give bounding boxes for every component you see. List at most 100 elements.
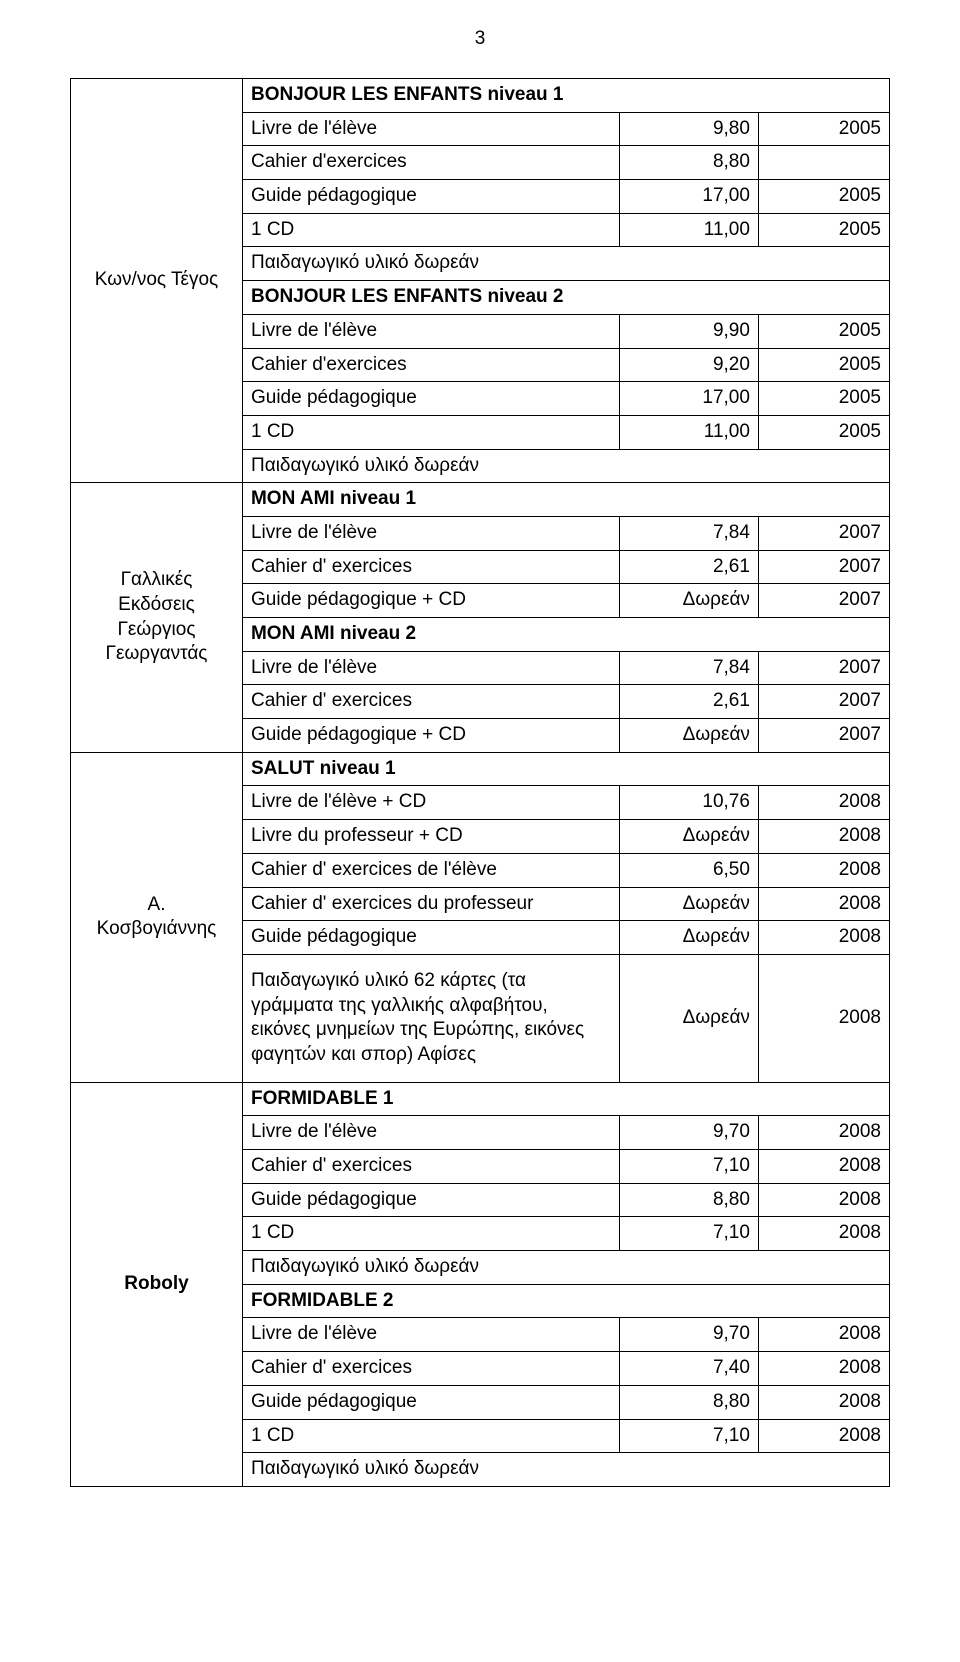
- item-label: Guide pédagogique + CD: [242, 719, 619, 753]
- item-label: Cahier d' exercices de l'élève: [242, 853, 619, 887]
- free-material: Παιδαγωγικό υλικό δωρεάν: [242, 1251, 889, 1285]
- item-price: Δωρεάν: [619, 954, 758, 1082]
- section-header: FORMIDABLE 2: [242, 1284, 889, 1318]
- item-year: 2008: [758, 921, 889, 955]
- section-header: FORMIDABLE 1: [242, 1082, 889, 1116]
- item-year: [758, 146, 889, 180]
- section-header: MON AMI niveau 2: [242, 618, 889, 652]
- section-header: BONJOUR LES ENFANTS niveau 2: [242, 281, 889, 315]
- publisher-cell-tegos: Κων/νος Τέγος: [71, 79, 243, 483]
- item-price: 11,00: [619, 213, 758, 247]
- item-year: 2008: [758, 820, 889, 854]
- item-year: 2005: [758, 180, 889, 214]
- publisher-label: Α.: [79, 893, 234, 918]
- item-year: 2005: [758, 112, 889, 146]
- publisher-label: Γεωργαντάς: [79, 642, 234, 667]
- item-label: Guide pédagogique: [242, 921, 619, 955]
- item-price: 7,40: [619, 1352, 758, 1386]
- table-row: Γαλλικές Εκδόσεις Γεώργιος Γεωργαντάς MO…: [71, 483, 890, 517]
- price-table: Κων/νος Τέγος BONJOUR LES ENFANTS niveau…: [70, 78, 890, 1487]
- free-material: Παιδαγωγικό υλικό δωρεάν: [242, 247, 889, 281]
- item-label: Livre de l'élève: [242, 516, 619, 550]
- item-year: 2008: [758, 853, 889, 887]
- item-year: 2008: [758, 1183, 889, 1217]
- item-year: 2005: [758, 415, 889, 449]
- page: 3 Κων/νος Τέγος BONJOUR LES ENFANTS nive…: [0, 0, 960, 1662]
- publisher-label: Κων/νος Τέγος: [95, 269, 218, 290]
- item-price: Δωρεάν: [619, 584, 758, 618]
- free-material: Παιδαγωγικό υλικό δωρεάν: [242, 1453, 889, 1487]
- item-label: 1 CD: [242, 213, 619, 247]
- item-price: 7,10: [619, 1150, 758, 1184]
- item-price: 7,84: [619, 516, 758, 550]
- item-year: 2005: [758, 314, 889, 348]
- item-label: Livre du professeur + CD: [242, 820, 619, 854]
- item-label: Παιδαγωγικό υλικό 62 κάρτες (τα γράμματα…: [242, 954, 619, 1082]
- item-price: Δωρεάν: [619, 719, 758, 753]
- item-price: Δωρεάν: [619, 887, 758, 921]
- table-row: Α. Κοσβογιάννης SALUT niveau 1: [71, 752, 890, 786]
- item-label: Cahier d' exercices: [242, 1352, 619, 1386]
- item-year: 2007: [758, 584, 889, 618]
- item-year: 2007: [758, 719, 889, 753]
- item-price: 7,10: [619, 1217, 758, 1251]
- item-year: 2008: [758, 954, 889, 1082]
- free-material: Παιδαγωγικό υλικό δωρεάν: [242, 449, 889, 483]
- item-year: 2008: [758, 1150, 889, 1184]
- page-number: 3: [70, 28, 890, 50]
- item-year: 2008: [758, 786, 889, 820]
- item-year: 2008: [758, 1419, 889, 1453]
- table-row: Roboly FORMIDABLE 1: [71, 1082, 890, 1116]
- item-year: 2008: [758, 1217, 889, 1251]
- item-price: 17,00: [619, 382, 758, 416]
- item-label: Guide pédagogique: [242, 382, 619, 416]
- item-year: 2008: [758, 1116, 889, 1150]
- item-price: 9,20: [619, 348, 758, 382]
- item-price: 10,76: [619, 786, 758, 820]
- item-label: Livre de l'élève + CD: [242, 786, 619, 820]
- publisher-cell-kosvo: Α. Κοσβογιάννης: [71, 752, 243, 1082]
- publisher-cell-roboly: Roboly: [71, 1082, 243, 1486]
- publisher-cell-gallikes: Γαλλικές Εκδόσεις Γεώργιος Γεωργαντάς: [71, 483, 243, 753]
- item-price: 9,70: [619, 1116, 758, 1150]
- item-price: 2,61: [619, 550, 758, 584]
- item-label: Cahier d' exercices: [242, 1150, 619, 1184]
- item-year: 2007: [758, 685, 889, 719]
- item-price: 7,84: [619, 651, 758, 685]
- item-year: 2005: [758, 382, 889, 416]
- item-label: Livre de l'élève: [242, 1116, 619, 1150]
- item-label: Cahier d' exercices: [242, 550, 619, 584]
- item-year: 2008: [758, 887, 889, 921]
- item-year: 2007: [758, 550, 889, 584]
- section-header: BONJOUR LES ENFANTS niveau 1: [242, 79, 889, 113]
- item-label: Guide pédagogique: [242, 1183, 619, 1217]
- item-year: 2008: [758, 1318, 889, 1352]
- item-price: 9,90: [619, 314, 758, 348]
- item-label: 1 CD: [242, 415, 619, 449]
- item-label: Livre de l'élève: [242, 314, 619, 348]
- item-price: 8,80: [619, 1385, 758, 1419]
- item-price: 7,10: [619, 1419, 758, 1453]
- item-price: 9,80: [619, 112, 758, 146]
- item-price: 9,70: [619, 1318, 758, 1352]
- item-label: Cahier d' exercices: [242, 685, 619, 719]
- publisher-label: Γαλλικές: [79, 568, 234, 593]
- item-price: Δωρεάν: [619, 921, 758, 955]
- publisher-label: Κοσβογιάννης: [79, 917, 234, 942]
- item-label: Livre de l'élève: [242, 1318, 619, 1352]
- publisher-label: Γεώργιος: [79, 618, 234, 643]
- item-label: Livre de l'élève: [242, 112, 619, 146]
- table-row: Κων/νος Τέγος BONJOUR LES ENFANTS niveau…: [71, 79, 890, 113]
- item-label: Guide pédagogique: [242, 1385, 619, 1419]
- item-price: 2,61: [619, 685, 758, 719]
- item-price: Δωρεάν: [619, 820, 758, 854]
- section-header: SALUT niveau 1: [242, 752, 889, 786]
- item-year: 2008: [758, 1352, 889, 1386]
- section-header: MON AMI niveau 1: [242, 483, 889, 517]
- publisher-label: Εκδόσεις: [79, 593, 234, 618]
- item-price: 6,50: [619, 853, 758, 887]
- item-year: 2007: [758, 651, 889, 685]
- item-label: 1 CD: [242, 1419, 619, 1453]
- item-label: Guide pédagogique + CD: [242, 584, 619, 618]
- item-price: 17,00: [619, 180, 758, 214]
